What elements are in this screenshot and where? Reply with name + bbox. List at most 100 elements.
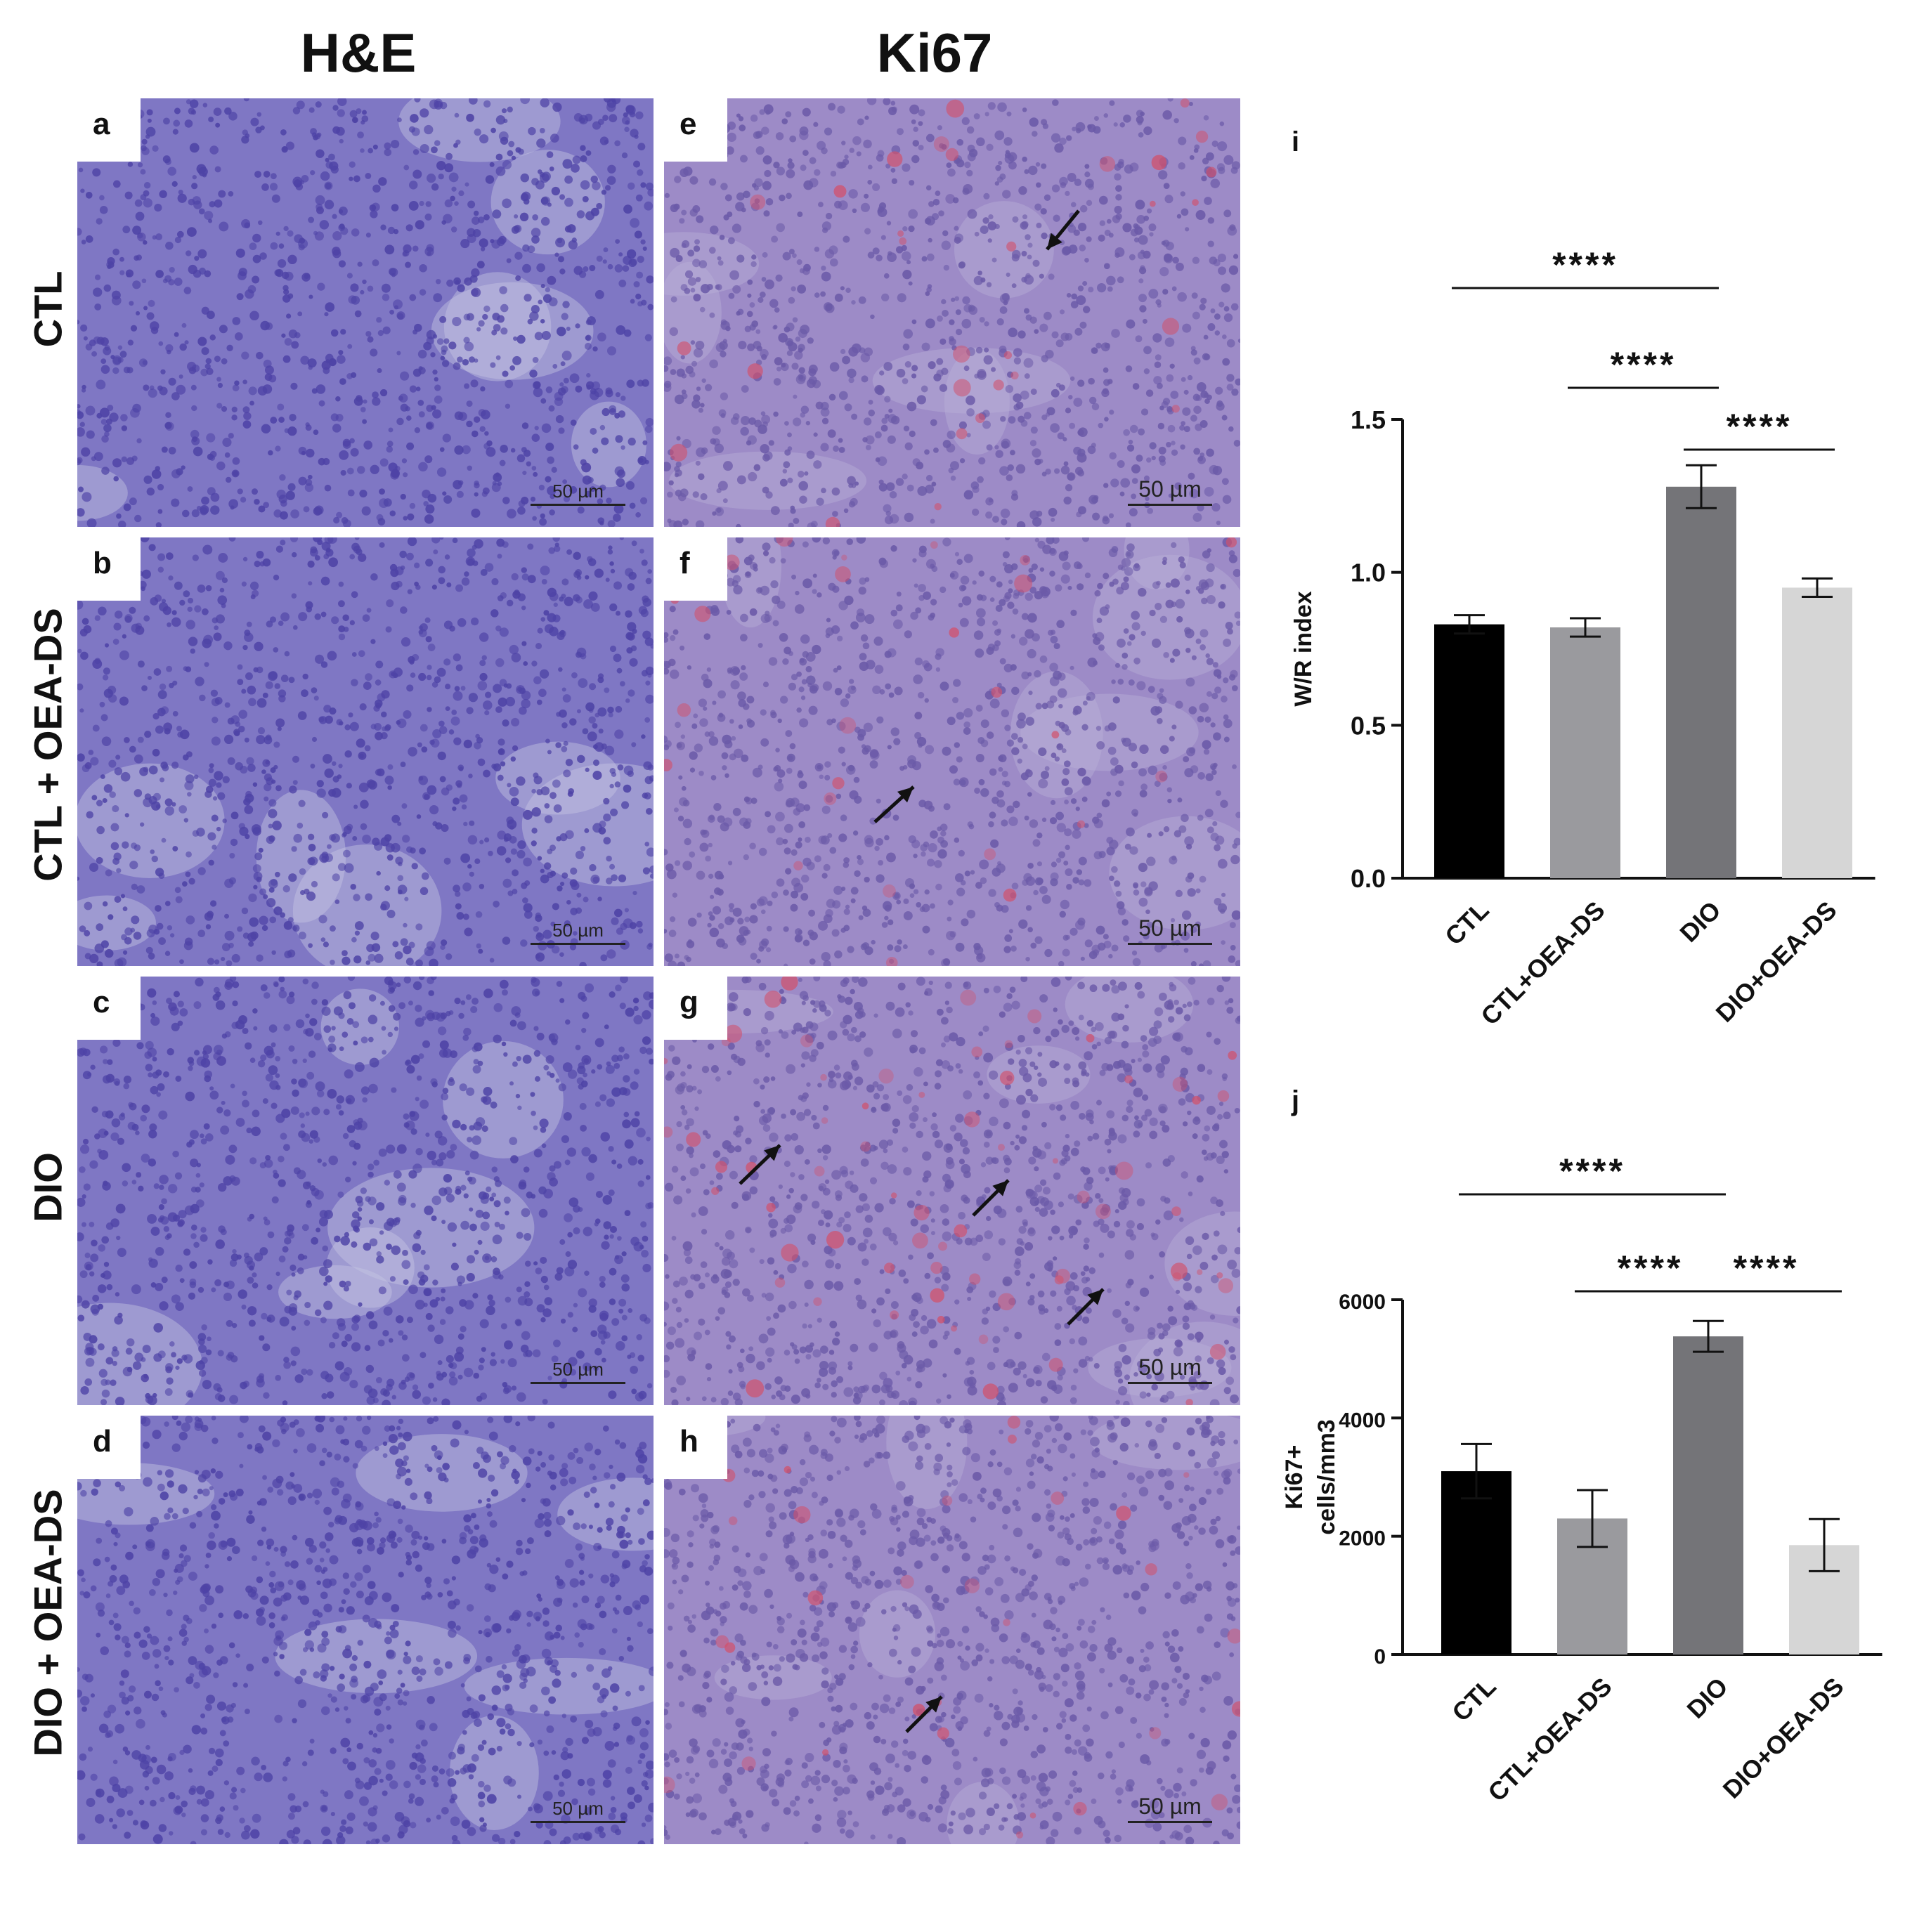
micrograph-panel-b: b 50 µm bbox=[77, 537, 654, 966]
scale-bar: 50 µm bbox=[531, 481, 625, 506]
y-axis-label: cells/mm3 bbox=[1313, 1419, 1340, 1534]
scale-bar: 50 µm bbox=[1128, 1355, 1212, 1384]
panel-letter-d: d bbox=[93, 1424, 112, 1459]
y-tick-label: 6000 bbox=[1339, 1291, 1386, 1314]
panel-letter-box: c bbox=[77, 977, 141, 1040]
micrograph-panel-g: g 50 µm bbox=[664, 977, 1240, 1405]
significance-label: **** bbox=[1559, 1151, 1625, 1191]
panel-letter-g: g bbox=[680, 985, 698, 1020]
panel-letter-c: c bbox=[93, 985, 110, 1020]
significance-bracket: **** bbox=[1575, 1248, 1726, 1291]
tissue-patch bbox=[944, 349, 1010, 455]
panel-letter-box: f bbox=[664, 537, 727, 601]
y-tick-label: 1.5 bbox=[1351, 405, 1386, 434]
row-label-ctl: CTL bbox=[25, 271, 71, 348]
micrograph-panel-a: a 50 µm bbox=[77, 98, 654, 527]
y-axis-label: Ki67+ bbox=[1281, 1445, 1308, 1510]
panel-letter-box: d bbox=[77, 1416, 141, 1479]
significance-bracket: **** bbox=[1568, 345, 1719, 388]
row-label-ctl-oea-ds: CTL + OEA-DS bbox=[25, 608, 71, 881]
bar-chart-ki67-cells: 0200040006000Ki67+cells/mm3CTLCTL+OEA-DS… bbox=[1273, 1124, 1905, 1932]
scale-bar-label: 50 µm bbox=[531, 1798, 625, 1820]
scale-bar-label: 50 µm bbox=[531, 920, 625, 941]
ki67-texture bbox=[664, 98, 1240, 527]
micrograph-panel-e: e 50 µm bbox=[664, 98, 1240, 527]
row-label-dio: DIO bbox=[25, 1152, 71, 1222]
scale-bar-line bbox=[531, 1382, 625, 1384]
panel-letter-j: j bbox=[1292, 1085, 1299, 1117]
scale-bar: 50 µm bbox=[1128, 1794, 1212, 1823]
significance-label: **** bbox=[1734, 1248, 1800, 1288]
panel-letter-b: b bbox=[93, 546, 112, 581]
scale-bar-line bbox=[1128, 1382, 1212, 1384]
significance-label: **** bbox=[1618, 1248, 1684, 1288]
scale-bar-label: 50 µm bbox=[531, 1359, 625, 1381]
x-tick-label: DIO bbox=[1674, 896, 1726, 948]
bar-dio-oea-ds bbox=[1782, 587, 1852, 878]
micrograph-panel-d: d 50 µm bbox=[77, 1416, 654, 1844]
he-texture bbox=[77, 1416, 654, 1844]
x-tick-label: DIO+OEA-DS bbox=[1717, 1672, 1849, 1804]
scale-bar: 50 µm bbox=[531, 1798, 625, 1823]
panel-letter-box: e bbox=[664, 98, 727, 162]
significance-bracket: **** bbox=[1452, 245, 1719, 288]
bar-ctl-oea-ds bbox=[1550, 627, 1620, 878]
panel-letter-a: a bbox=[93, 107, 110, 142]
y-tick-label: 2000 bbox=[1339, 1527, 1386, 1551]
significance-label: **** bbox=[1727, 407, 1793, 446]
column-header-he: H&E bbox=[267, 21, 450, 85]
y-tick-label: 1.0 bbox=[1351, 559, 1386, 587]
scale-bar-line bbox=[531, 504, 625, 506]
scale-bar-line bbox=[531, 943, 625, 945]
ki67-texture bbox=[664, 977, 1240, 1405]
he-texture bbox=[77, 537, 654, 966]
scale-bar-label: 50 µm bbox=[1128, 476, 1212, 502]
panel-letter-box: h bbox=[664, 1416, 727, 1479]
y-axis-label: W/R index bbox=[1290, 591, 1317, 706]
y-tick-label: 0.5 bbox=[1351, 711, 1386, 740]
scale-bar-label: 50 µm bbox=[1128, 1355, 1212, 1381]
significance-bracket: **** bbox=[1691, 1248, 1842, 1291]
scale-bar-line bbox=[531, 1821, 625, 1823]
significance-bracket: **** bbox=[1684, 407, 1835, 450]
bar-ctl bbox=[1434, 625, 1504, 878]
micrograph-panel-c: c 50 µm bbox=[77, 977, 654, 1405]
row-label-dio-oea-ds: DIO + OEA-DS bbox=[25, 1489, 71, 1756]
y-tick-label: 4000 bbox=[1339, 1409, 1386, 1432]
bar-dio bbox=[1673, 1336, 1743, 1654]
panel-letter-i: i bbox=[1292, 126, 1299, 158]
panel-letter-box: a bbox=[77, 98, 141, 162]
x-tick-label: CTL bbox=[1439, 896, 1494, 951]
bar-dio bbox=[1666, 487, 1736, 878]
significance-label: **** bbox=[1611, 345, 1677, 384]
he-texture bbox=[77, 98, 654, 527]
significance-label: **** bbox=[1552, 245, 1618, 285]
scale-bar: 50 µm bbox=[1128, 915, 1212, 945]
scale-bar: 50 µm bbox=[1128, 476, 1212, 506]
x-tick-label: DIO bbox=[1681, 1672, 1733, 1724]
scale-bar-line bbox=[1128, 1821, 1212, 1823]
scale-bar-line bbox=[1128, 504, 1212, 506]
x-tick-label: CTL+OEA-DS bbox=[1482, 1672, 1617, 1807]
scale-bar-label: 50 µm bbox=[531, 481, 625, 502]
micrograph-panel-f: f 50 µm bbox=[664, 537, 1240, 966]
scale-bar-label: 50 µm bbox=[1128, 1794, 1212, 1820]
panel-letter-h: h bbox=[680, 1424, 698, 1459]
he-texture bbox=[77, 977, 654, 1405]
tissue-patch bbox=[443, 1041, 564, 1158]
panel-letter-box: b bbox=[77, 537, 141, 601]
panel-letter-e: e bbox=[680, 107, 696, 142]
scale-bar-line bbox=[1128, 943, 1212, 945]
panel-letter-f: f bbox=[680, 546, 690, 581]
x-tick-label: DIO+OEA-DS bbox=[1710, 896, 1842, 1028]
x-tick-label: CTL+OEA-DS bbox=[1475, 896, 1610, 1031]
scale-bar: 50 µm bbox=[531, 920, 625, 945]
y-tick-label: 0.0 bbox=[1351, 864, 1386, 893]
x-tick-label: CTL bbox=[1446, 1672, 1501, 1727]
significance-bracket: **** bbox=[1459, 1151, 1726, 1194]
ki67-texture bbox=[664, 537, 1240, 966]
ki67-texture bbox=[664, 1416, 1240, 1844]
column-header-ki67: Ki67 bbox=[843, 21, 1026, 85]
scale-bar: 50 µm bbox=[531, 1359, 625, 1384]
